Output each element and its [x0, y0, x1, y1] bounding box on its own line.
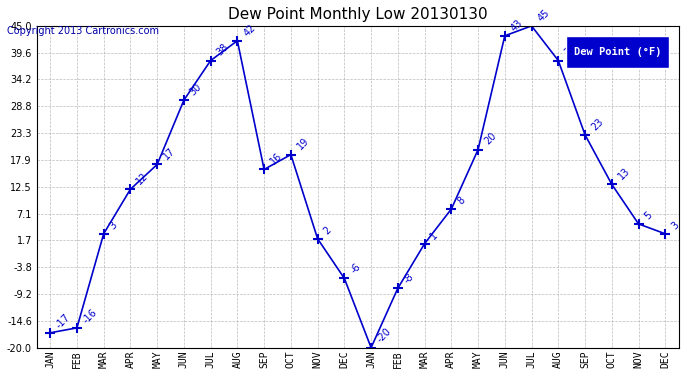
- Text: 3: 3: [669, 220, 681, 231]
- Text: 5: 5: [642, 210, 654, 221]
- Text: 2: 2: [322, 225, 333, 236]
- Text: 20: 20: [482, 131, 498, 147]
- Text: 12: 12: [135, 171, 150, 186]
- Text: -17: -17: [55, 312, 72, 330]
- Text: 38: 38: [215, 42, 230, 58]
- Text: 30: 30: [188, 82, 204, 98]
- Text: 8: 8: [455, 195, 467, 206]
- Text: -16: -16: [81, 307, 99, 325]
- Text: Copyright 2013 Cartronics.com: Copyright 2013 Cartronics.com: [7, 26, 159, 36]
- Text: -6: -6: [348, 262, 362, 276]
- Text: 17: 17: [161, 146, 177, 162]
- Text: 1: 1: [428, 230, 440, 241]
- Text: -8: -8: [402, 272, 416, 285]
- Text: 43: 43: [509, 17, 524, 33]
- Title: Dew Point Monthly Low 20130130: Dew Point Monthly Low 20130130: [228, 7, 488, 22]
- Text: 42: 42: [241, 22, 257, 38]
- Text: -20: -20: [375, 327, 393, 345]
- Text: 16: 16: [268, 151, 284, 166]
- Text: 45: 45: [535, 7, 551, 23]
- Text: 3: 3: [108, 220, 119, 231]
- Text: 19: 19: [295, 136, 310, 152]
- Text: 13: 13: [616, 166, 631, 182]
- Text: 23: 23: [589, 116, 605, 132]
- Text: 38: 38: [562, 42, 578, 58]
